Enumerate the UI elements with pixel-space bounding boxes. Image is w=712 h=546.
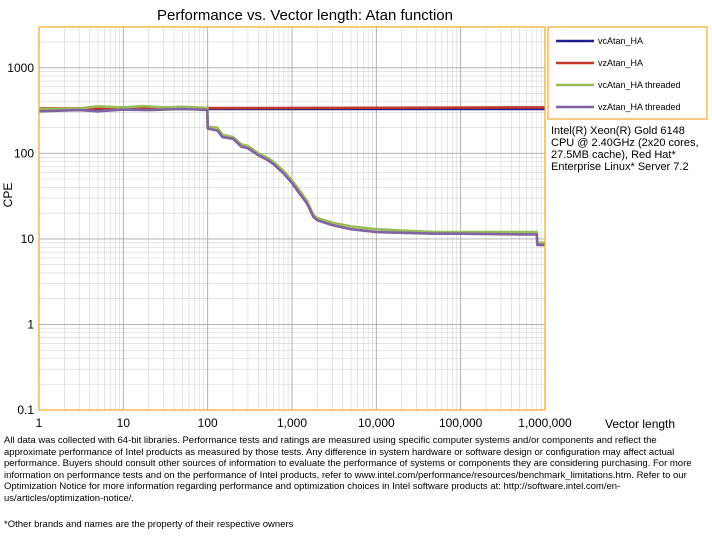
legend: vcAtan_HA vzAtan_HA vcAtan_HA threaded vzAt… (547, 26, 708, 120)
trademark-note: *Other brands and names are the property… (4, 519, 294, 530)
y-axis-label: CPE (1, 183, 15, 208)
plot-border (38, 26, 546, 411)
x-tick-label: 1,000,000 (518, 416, 572, 430)
y-tick-label: 10 (21, 232, 35, 246)
x-tick-label: 100,000 (439, 416, 483, 430)
x-tick-label: 10 (117, 416, 131, 430)
series-line-4 (38, 107, 545, 247)
legend-label: vzAtan_HA (598, 58, 643, 68)
legend-label: vcAtan_HA (598, 36, 643, 46)
y-tick-label: 0.1 (17, 403, 34, 417)
legend-box (547, 26, 708, 120)
x-axis-tick-labels: 1 10 100 1,000 10,000 100,000 1,000,000 (36, 416, 572, 430)
system-info-text: Intel(R) Xeon(R) Gold 6148 CPU @ 2.40GHz… (551, 125, 699, 173)
legend-label: vzAtan_HA threaded (598, 102, 681, 112)
y-tick-label: 100 (14, 146, 34, 160)
y-tick-label: 1000 (7, 61, 34, 75)
x-tick-label: 1,000 (277, 416, 307, 430)
chart-title: Performance vs. Vector length: Atan func… (157, 7, 453, 24)
y-axis-tick-labels: 0.1 1 10 100 1000 (7, 61, 34, 417)
legend-label: vcAtan_HA threaded (598, 80, 681, 90)
series-lines (38, 104, 546, 247)
y-tick-label: 1 (27, 317, 34, 331)
x-tick-label: 100 (198, 416, 218, 430)
disclaimer-text: All data was collected with 64-bit libra… (4, 435, 692, 504)
x-tick-label: 10,000 (358, 416, 395, 430)
x-tick-label: 1 (36, 416, 43, 430)
series-line-3 (38, 104, 545, 245)
x-axis-label: Vector length (605, 417, 675, 431)
